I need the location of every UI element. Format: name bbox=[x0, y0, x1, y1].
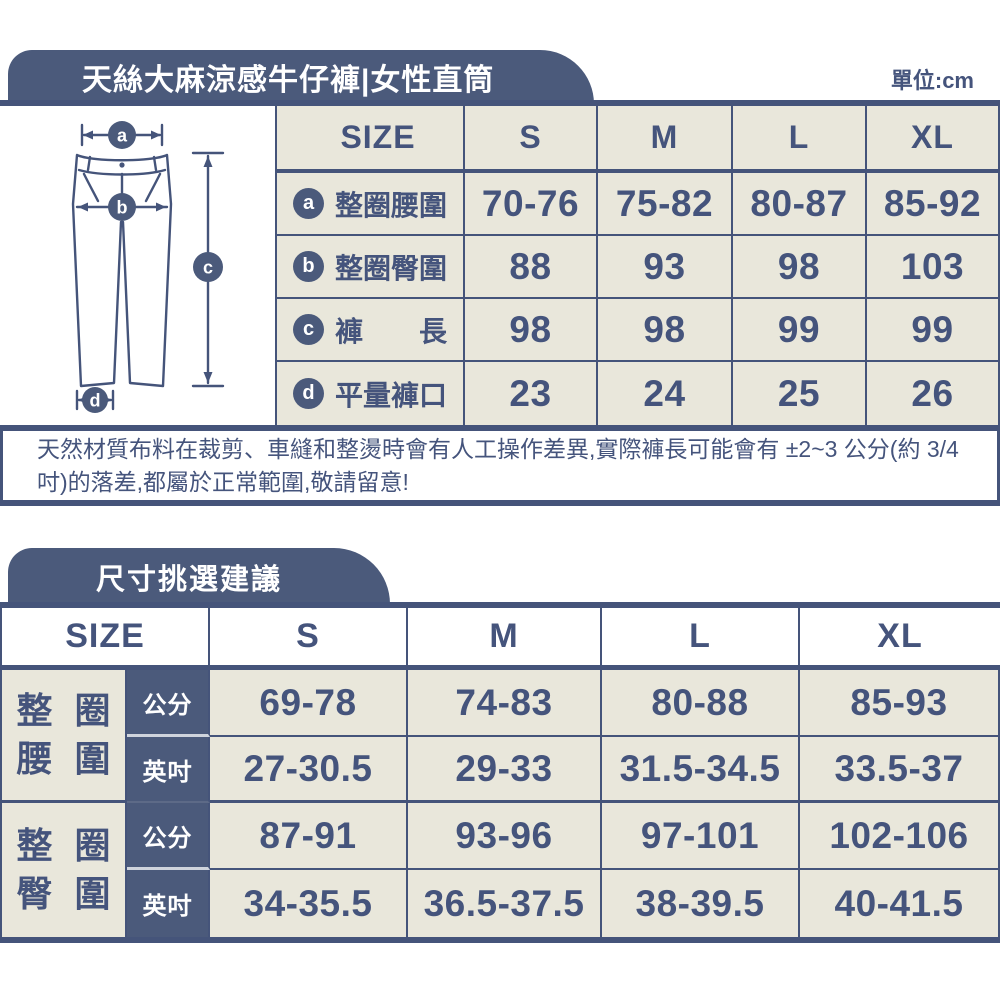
advice-table: SIZE S M L XL 整圈 腰圍 公分 69-78 74-83 80-88… bbox=[0, 608, 1000, 937]
divider-line bbox=[0, 602, 1000, 608]
table-cell: 70-76 bbox=[465, 173, 598, 236]
marker-c-letter: c bbox=[203, 258, 213, 278]
table-cell: 80-87 bbox=[733, 173, 867, 236]
advice-title-tab: 尺寸挑選建議 bbox=[8, 548, 390, 606]
advice-header-s: S bbox=[210, 608, 408, 670]
table-cell: 74-83 bbox=[408, 670, 602, 737]
unit-cell-cm: 公分 bbox=[127, 670, 210, 737]
size-table-header-m: M bbox=[598, 106, 733, 173]
marker-b-letter: b bbox=[117, 198, 128, 218]
group-label-hip: 整圈 臀圍 bbox=[0, 803, 127, 937]
table-cell: 40-41.5 bbox=[800, 870, 1000, 937]
care-note: 天然材質布料在裁剪、車縫和整燙時會有人工操作差異,實際褲長可能會有 ±2~3 公… bbox=[0, 431, 1000, 500]
table-cell: 98 bbox=[598, 299, 733, 362]
table-cell: 69-78 bbox=[210, 670, 408, 737]
advice-header-l: L bbox=[602, 608, 800, 670]
table-cell: 99 bbox=[733, 299, 867, 362]
care-note-text: 天然材質布料在裁剪、車縫和整燙時會有人工操作差異,實際褲長可能會有 ±2~3 公… bbox=[37, 435, 959, 495]
row-label-length: c 褲 長 bbox=[275, 299, 465, 362]
table-cell: 87-91 bbox=[210, 803, 408, 870]
pants-outline-drawing: a b c d bbox=[71, 121, 225, 413]
table-cell: 102-106 bbox=[800, 803, 1000, 870]
divider-line bbox=[0, 100, 1000, 106]
unit-cell-cm: 公分 bbox=[127, 803, 210, 870]
size-table: SIZE S M L XL a 整圈腰圍 70-76 75-82 80-87 8… bbox=[275, 106, 1000, 425]
marker-b-badge: b bbox=[293, 251, 324, 282]
table-cell: 31.5-34.5 bbox=[602, 737, 800, 803]
table-cell: 98 bbox=[465, 299, 598, 362]
row-label-leg-opening: d 平量褲口 bbox=[275, 362, 465, 425]
page-title: 天絲大麻涼感牛仔褲|女性直筒 bbox=[82, 64, 495, 97]
table-cell: 80-88 bbox=[602, 670, 800, 737]
divider-line bbox=[0, 500, 1000, 506]
table-cell: 85-92 bbox=[867, 173, 1000, 236]
table-cell: 25 bbox=[733, 362, 867, 425]
table-cell: 85-93 bbox=[800, 670, 1000, 737]
marker-a-badge bbox=[108, 121, 136, 149]
size-table-header-xl: XL bbox=[867, 106, 1000, 173]
table-cell: 27-30.5 bbox=[210, 737, 408, 803]
marker-a-letter: a bbox=[117, 126, 128, 146]
table-cell: 97-101 bbox=[602, 803, 800, 870]
table-cell: 88 bbox=[465, 236, 598, 299]
pants-measurement-diagram: a b c d bbox=[0, 106, 275, 425]
table-cell: 33.5-37 bbox=[800, 737, 1000, 803]
table-cell: 93 bbox=[598, 236, 733, 299]
advice-title: 尺寸挑選建議 bbox=[96, 564, 283, 596]
unit-cell-inch: 英吋 bbox=[127, 737, 210, 803]
marker-c-badge bbox=[193, 252, 223, 282]
table-cell: 36.5-37.5 bbox=[408, 870, 602, 937]
marker-d-badge bbox=[82, 387, 108, 413]
marker-c-badge: c bbox=[293, 314, 324, 345]
table-cell: 34-35.5 bbox=[210, 870, 408, 937]
advice-header-xl: XL bbox=[800, 608, 1000, 670]
unit-cell-inch: 英吋 bbox=[127, 870, 210, 937]
row-label-waist: a 整圈腰圍 bbox=[275, 173, 465, 236]
table-cell: 75-82 bbox=[598, 173, 733, 236]
size-table-header-s: S bbox=[465, 106, 598, 173]
product-title-tab: 天絲大麻涼感牛仔褲|女性直筒 bbox=[8, 50, 594, 104]
unit-label: 單位:cm bbox=[890, 68, 974, 93]
table-cell: 26 bbox=[867, 362, 1000, 425]
divider-line bbox=[0, 425, 1000, 431]
table-cell: 23 bbox=[465, 362, 598, 425]
marker-b-badge bbox=[108, 193, 136, 221]
advice-header-size: SIZE bbox=[0, 608, 210, 670]
row-label-hip: b 整圈臀圍 bbox=[275, 236, 465, 299]
group-label-waist: 整圈 腰圍 bbox=[0, 670, 127, 803]
marker-d-letter: d bbox=[90, 391, 101, 411]
table-cell: 93-96 bbox=[408, 803, 602, 870]
size-table-header-size: SIZE bbox=[275, 106, 465, 173]
table-cell: 103 bbox=[867, 236, 1000, 299]
advice-header-m: M bbox=[408, 608, 602, 670]
divider-line bbox=[0, 937, 1000, 943]
table-cell: 98 bbox=[733, 236, 867, 299]
table-cell: 29-33 bbox=[408, 737, 602, 803]
table-cell: 24 bbox=[598, 362, 733, 425]
table-cell: 99 bbox=[867, 299, 1000, 362]
table-cell: 38-39.5 bbox=[602, 870, 800, 937]
size-table-header-l: L bbox=[733, 106, 867, 173]
marker-a-badge: a bbox=[293, 188, 324, 219]
marker-d-badge: d bbox=[293, 378, 324, 409]
